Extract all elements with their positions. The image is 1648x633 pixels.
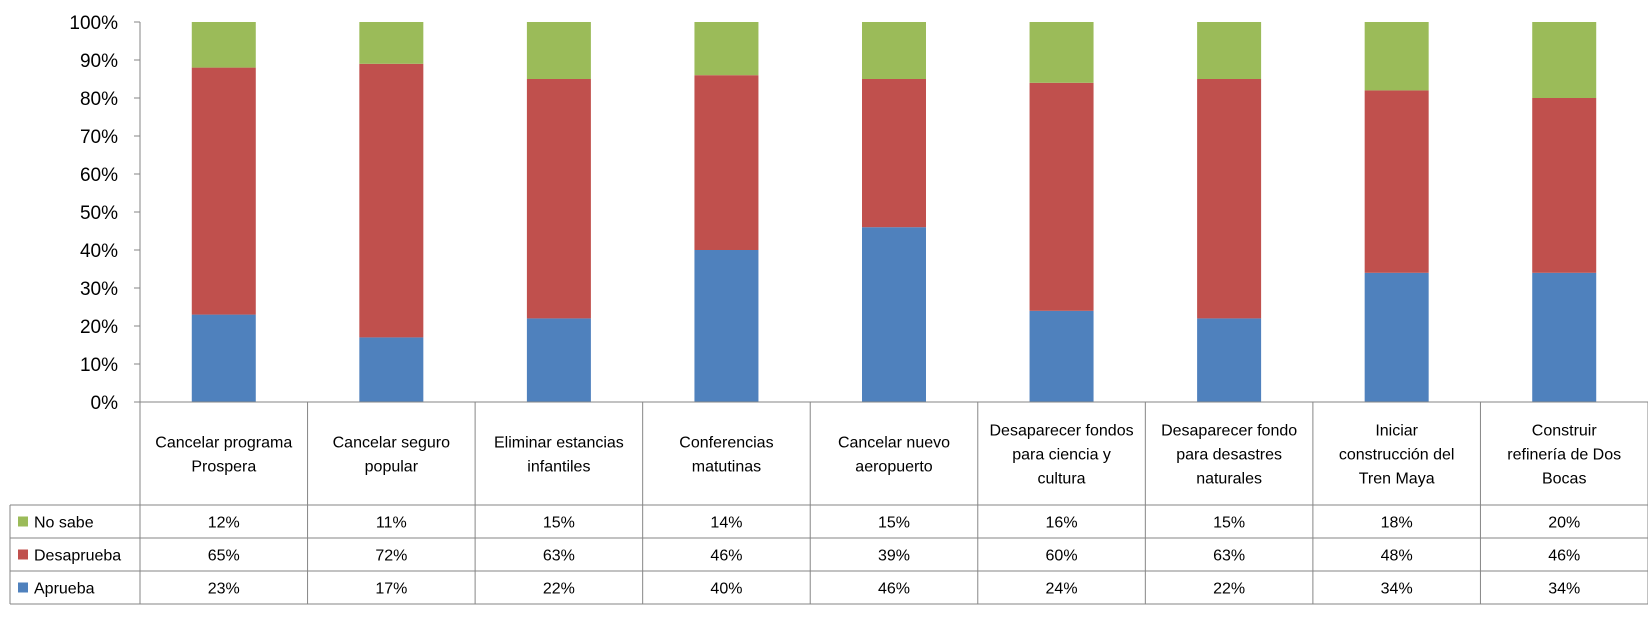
bar-desaprueba bbox=[191, 67, 256, 315]
category-label: Iniciar construcción del Tren Maya bbox=[1339, 423, 1455, 488]
legend-label: No sabe bbox=[34, 515, 94, 532]
category-label: Desaparecer fondos para ciencia y cultura bbox=[990, 423, 1134, 488]
table-cell-value: 65% bbox=[208, 548, 240, 565]
table-cell-value: 15% bbox=[878, 515, 910, 532]
table-cell-value: 24% bbox=[1046, 581, 1078, 598]
table-cell-value: 15% bbox=[1213, 515, 1245, 532]
table-cell-value: 63% bbox=[1213, 548, 1245, 565]
y-tick-label: 90% bbox=[80, 51, 118, 72]
bar-aprueba bbox=[1364, 272, 1429, 402]
table-cell-value: 46% bbox=[1548, 548, 1580, 565]
bar-no-sabe bbox=[191, 22, 256, 68]
category-label: Cancelar seguro popular bbox=[333, 435, 451, 476]
table-cell-value: 63% bbox=[543, 548, 575, 565]
y-tick-label: 70% bbox=[80, 127, 118, 148]
category-label: Construir refinería de Dos Bocas bbox=[1507, 423, 1621, 488]
bar-desaprueba bbox=[1197, 79, 1262, 319]
y-tick-label: 60% bbox=[80, 165, 118, 186]
category-label: Conferencias matutinas bbox=[679, 435, 773, 476]
table-cell-value: 48% bbox=[1381, 548, 1413, 565]
y-tick-label: 80% bbox=[80, 89, 118, 110]
data-table: Cancelar programa Prospera Cancelar seguro… bbox=[9, 401, 1648, 605]
y-tick-label: 10% bbox=[80, 355, 118, 376]
table-cell-value: 14% bbox=[710, 515, 742, 532]
y-tick-label: 20% bbox=[80, 317, 118, 338]
bar-no-sabe bbox=[1029, 22, 1094, 83]
y-tick-label: 40% bbox=[80, 241, 118, 262]
table-cell-value: 11% bbox=[376, 515, 407, 532]
table-cell-value: 40% bbox=[710, 581, 742, 598]
bar-desaprueba bbox=[694, 75, 759, 250]
table-cell-value: 20% bbox=[1548, 515, 1580, 532]
bar-no-sabe bbox=[1364, 22, 1429, 91]
table-cell-value: 60% bbox=[1046, 548, 1078, 565]
bar-no-sabe bbox=[359, 22, 424, 64]
table-cell-value: 22% bbox=[1213, 581, 1245, 598]
legend-key-aprueba bbox=[18, 582, 28, 593]
table-cell-value: 15% bbox=[543, 515, 575, 532]
bar-no-sabe bbox=[694, 22, 759, 76]
bar-desaprueba bbox=[862, 79, 926, 228]
category-label: Eliminar estancias infantiles bbox=[494, 435, 624, 476]
bar-desaprueba bbox=[1364, 90, 1429, 273]
table-cell-value: 17% bbox=[375, 581, 407, 598]
y-tick-label: 0% bbox=[91, 393, 119, 414]
y-tick-label: 30% bbox=[80, 279, 118, 300]
category-label: Cancelar programa Prospera bbox=[155, 435, 292, 476]
table-cell-value: 12% bbox=[208, 515, 240, 532]
bar-aprueba bbox=[1029, 310, 1094, 402]
bar-no-sabe bbox=[526, 22, 591, 79]
bar-desaprueba bbox=[1532, 98, 1597, 273]
legend-label: Desaprueba bbox=[34, 548, 121, 565]
y-axis: 0% 10% 20% 30% 40% 50% 60% 70% 80% 90% 100% bbox=[69, 13, 141, 414]
bar-aprueba bbox=[359, 337, 424, 402]
y-tick-label: 50% bbox=[80, 203, 118, 224]
table-cell-value: 34% bbox=[1381, 581, 1413, 598]
bar-aprueba bbox=[862, 227, 926, 402]
table-cell-value: 72% bbox=[375, 548, 407, 565]
legend-key-desaprueba bbox=[18, 549, 28, 560]
bar-desaprueba bbox=[526, 79, 591, 319]
table-cell-value: 22% bbox=[543, 581, 575, 598]
category-label: Cancelar nuevo aeropuerto bbox=[838, 435, 950, 476]
legend-key-no-sabe bbox=[18, 516, 28, 527]
table-cell-value: 18% bbox=[1381, 515, 1413, 532]
bar-aprueba bbox=[191, 314, 256, 402]
table-cell-value: 23% bbox=[208, 581, 240, 598]
bar-no-sabe bbox=[1532, 22, 1597, 98]
bar-aprueba bbox=[1197, 318, 1262, 402]
table-cell-value: 39% bbox=[878, 548, 910, 565]
table-cell-value: 46% bbox=[710, 548, 742, 565]
plot-area bbox=[191, 22, 1597, 402]
bar-aprueba bbox=[1532, 272, 1597, 402]
bar-aprueba bbox=[526, 318, 591, 402]
bar-no-sabe bbox=[1197, 22, 1262, 79]
category-label: Desaparecer fondo para desastres naturales bbox=[1161, 423, 1297, 488]
bar-desaprueba bbox=[1029, 82, 1094, 311]
bar-aprueba bbox=[694, 250, 759, 402]
bar-no-sabe bbox=[862, 22, 926, 79]
bar-desaprueba bbox=[359, 63, 424, 338]
table-cell-value: 16% bbox=[1046, 515, 1078, 532]
legend-label: Aprueba bbox=[34, 581, 95, 598]
table-cell-value: 46% bbox=[878, 581, 910, 598]
table-cell-value: 34% bbox=[1548, 581, 1580, 598]
y-tick-label: 100% bbox=[69, 13, 118, 34]
